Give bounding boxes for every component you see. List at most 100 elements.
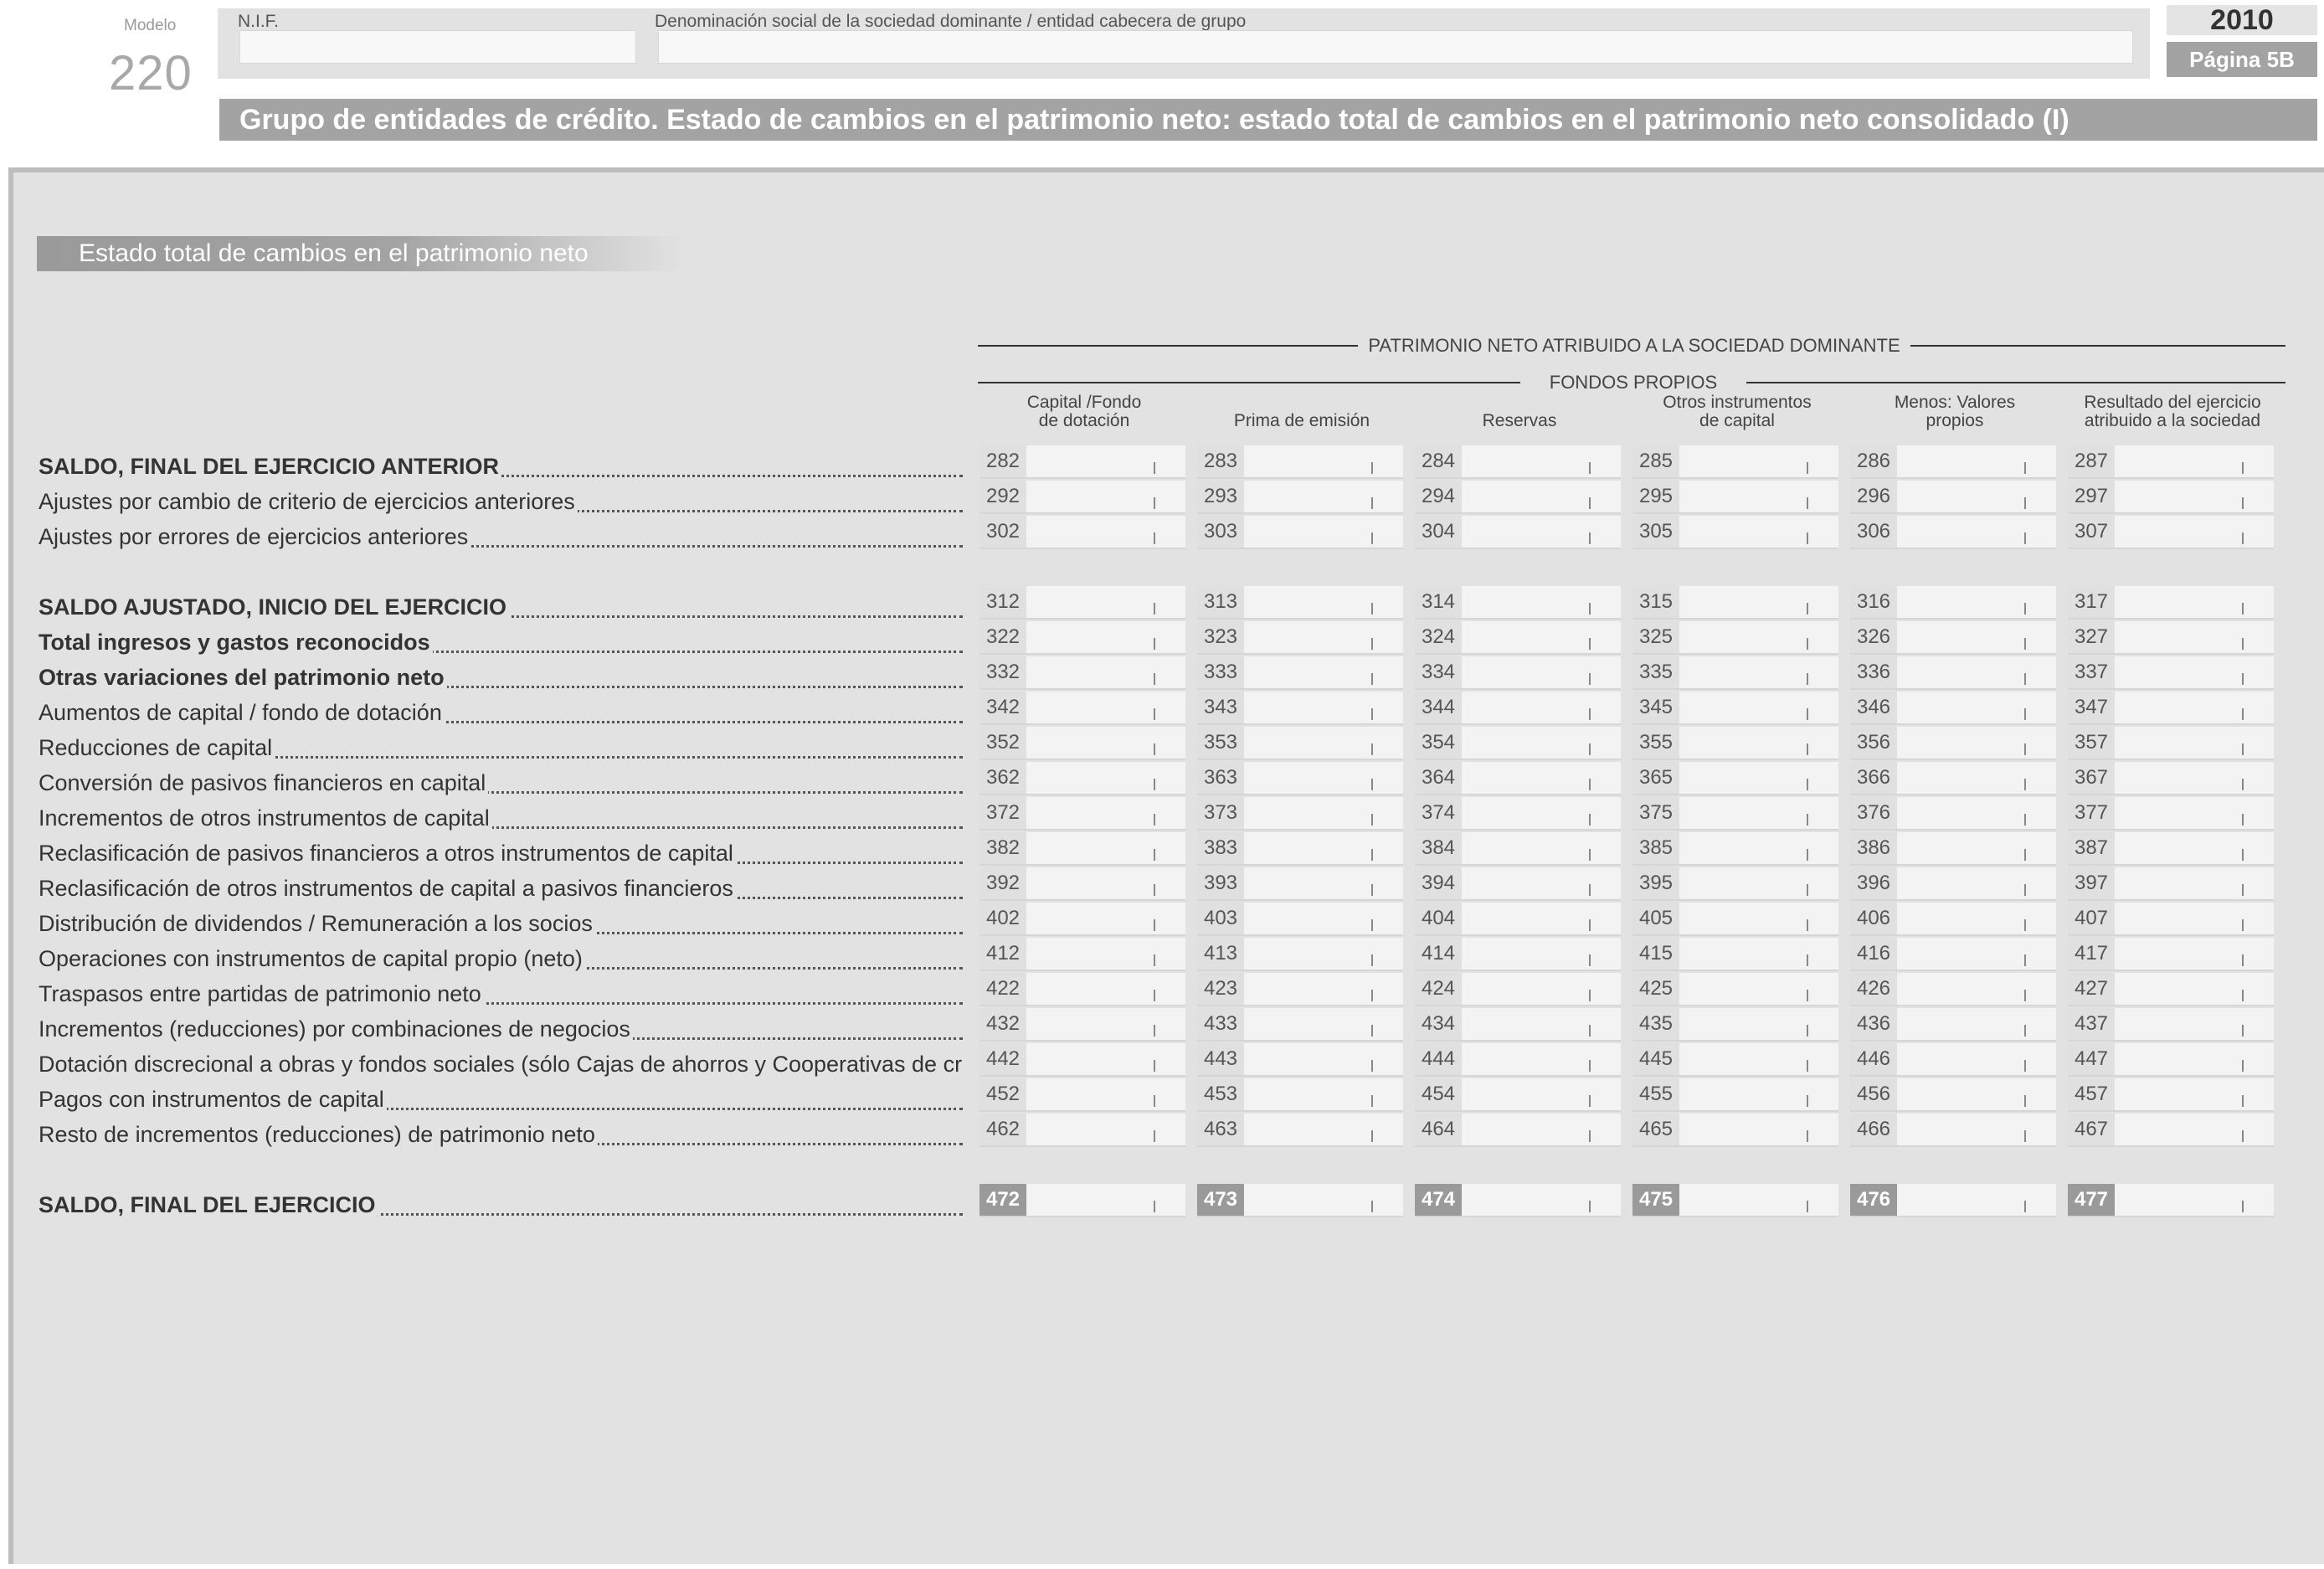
amount-field[interactable]: 457 (2068, 1078, 2274, 1112)
amount-field[interactable]: 294 (1415, 481, 1621, 514)
amount-field[interactable]: 403 (1197, 903, 1403, 936)
amount-field[interactable]: 355 (1632, 727, 1838, 760)
amount-field[interactable]: 443 (1197, 1043, 1403, 1077)
amount-field[interactable]: 386 (1850, 832, 2056, 866)
amount-field[interactable]: 362 (979, 762, 1185, 795)
amount-field[interactable]: 454 (1415, 1078, 1621, 1112)
amount-field[interactable]: 445 (1632, 1043, 1838, 1077)
amount-field[interactable]: 436 (1850, 1008, 2056, 1042)
amount-field[interactable]: 465 (1632, 1114, 1838, 1147)
amount-field[interactable]: 407 (2068, 903, 2274, 936)
amount-field[interactable]: 353 (1197, 727, 1403, 760)
amount-field[interactable]: 375 (1632, 797, 1838, 831)
denominacion-field[interactable] (658, 30, 2133, 64)
amount-field[interactable]: 374 (1415, 797, 1621, 831)
amount-field[interactable]: 444 (1415, 1043, 1621, 1077)
amount-field[interactable]: 343 (1197, 692, 1403, 725)
amount-field[interactable]: 292 (979, 481, 1185, 514)
amount-field[interactable]: 325 (1632, 621, 1838, 655)
amount-field[interactable]: 393 (1197, 867, 1403, 901)
amount-field[interactable]: 405 (1632, 903, 1838, 936)
amount-field[interactable]: 404 (1415, 903, 1621, 936)
amount-field[interactable]: 326 (1850, 621, 2056, 655)
amount-field[interactable]: 453 (1197, 1078, 1403, 1112)
amount-field[interactable]: 346 (1850, 692, 2056, 725)
amount-field[interactable]: 412 (979, 938, 1185, 971)
amount-field[interactable]: 286 (1850, 445, 2056, 479)
amount-field[interactable]: 373 (1197, 797, 1403, 831)
amount-field[interactable]: 282 (979, 445, 1185, 479)
amount-field[interactable]: 332 (979, 656, 1185, 690)
amount-field[interactable]: 297 (2068, 481, 2274, 514)
amount-field[interactable]: 414 (1415, 938, 1621, 971)
amount-field[interactable]: 296 (1850, 481, 2056, 514)
amount-field[interactable]: 456 (1850, 1078, 2056, 1112)
amount-field[interactable]: 434 (1415, 1008, 1621, 1042)
amount-field[interactable]: 387 (2068, 832, 2274, 866)
amount-field[interactable]: 376 (1850, 797, 2056, 831)
amount-field[interactable]: 365 (1632, 762, 1838, 795)
amount-field[interactable]: 287 (2068, 445, 2274, 479)
amount-field[interactable]: 446 (1850, 1043, 2056, 1077)
amount-field[interactable]: 447 (2068, 1043, 2274, 1077)
amount-field[interactable]: 406 (1850, 903, 2056, 936)
amount-field[interactable]: 432 (979, 1008, 1185, 1042)
amount-field[interactable]: 424 (1415, 973, 1621, 1006)
amount-field[interactable]: 314 (1415, 586, 1621, 620)
amount-field[interactable]: 477 (2068, 1184, 2274, 1217)
amount-field[interactable]: 354 (1415, 727, 1621, 760)
amount-field[interactable]: 306 (1850, 516, 2056, 549)
amount-field[interactable]: 437 (2068, 1008, 2274, 1042)
amount-field[interactable]: 474 (1415, 1184, 1621, 1217)
amount-field[interactable]: 402 (979, 903, 1185, 936)
amount-field[interactable]: 347 (2068, 692, 2274, 725)
amount-field[interactable]: 385 (1632, 832, 1838, 866)
amount-field[interactable]: 426 (1850, 973, 2056, 1006)
amount-field[interactable]: 462 (979, 1114, 1185, 1147)
amount-field[interactable]: 283 (1197, 445, 1403, 479)
amount-field[interactable]: 304 (1415, 516, 1621, 549)
amount-field[interactable]: 416 (1850, 938, 2056, 971)
amount-field[interactable]: 455 (1632, 1078, 1838, 1112)
amount-field[interactable]: 305 (1632, 516, 1838, 549)
amount-field[interactable]: 307 (2068, 516, 2274, 549)
amount-field[interactable]: 315 (1632, 586, 1838, 620)
amount-field[interactable]: 377 (2068, 797, 2274, 831)
amount-field[interactable]: 394 (1415, 867, 1621, 901)
amount-field[interactable]: 442 (979, 1043, 1185, 1077)
amount-field[interactable]: 327 (2068, 621, 2274, 655)
amount-field[interactable]: 452 (979, 1078, 1185, 1112)
amount-field[interactable]: 463 (1197, 1114, 1403, 1147)
amount-field[interactable]: 303 (1197, 516, 1403, 549)
amount-field[interactable]: 475 (1632, 1184, 1838, 1217)
nif-field[interactable] (239, 30, 636, 64)
amount-field[interactable]: 312 (979, 586, 1185, 620)
amount-field[interactable]: 344 (1415, 692, 1621, 725)
amount-field[interactable]: 363 (1197, 762, 1403, 795)
amount-field[interactable]: 293 (1197, 481, 1403, 514)
amount-field[interactable]: 295 (1632, 481, 1838, 514)
amount-field[interactable]: 372 (979, 797, 1185, 831)
amount-field[interactable]: 322 (979, 621, 1185, 655)
amount-field[interactable]: 425 (1632, 973, 1838, 1006)
amount-field[interactable]: 423 (1197, 973, 1403, 1006)
amount-field[interactable]: 366 (1850, 762, 2056, 795)
amount-field[interactable]: 317 (2068, 586, 2274, 620)
amount-field[interactable]: 352 (979, 727, 1185, 760)
amount-field[interactable]: 284 (1415, 445, 1621, 479)
amount-field[interactable]: 415 (1632, 938, 1838, 971)
amount-field[interactable]: 383 (1197, 832, 1403, 866)
amount-field[interactable]: 345 (1632, 692, 1838, 725)
amount-field[interactable]: 323 (1197, 621, 1403, 655)
amount-field[interactable]: 324 (1415, 621, 1621, 655)
amount-field[interactable]: 427 (2068, 973, 2274, 1006)
amount-field[interactable]: 422 (979, 973, 1185, 1006)
amount-field[interactable]: 384 (1415, 832, 1621, 866)
amount-field[interactable]: 382 (979, 832, 1185, 866)
amount-field[interactable]: 433 (1197, 1008, 1403, 1042)
amount-field[interactable]: 396 (1850, 867, 2056, 901)
amount-field[interactable]: 464 (1415, 1114, 1621, 1147)
amount-field[interactable]: 367 (2068, 762, 2274, 795)
amount-field[interactable]: 392 (979, 867, 1185, 901)
amount-field[interactable]: 335 (1632, 656, 1838, 690)
